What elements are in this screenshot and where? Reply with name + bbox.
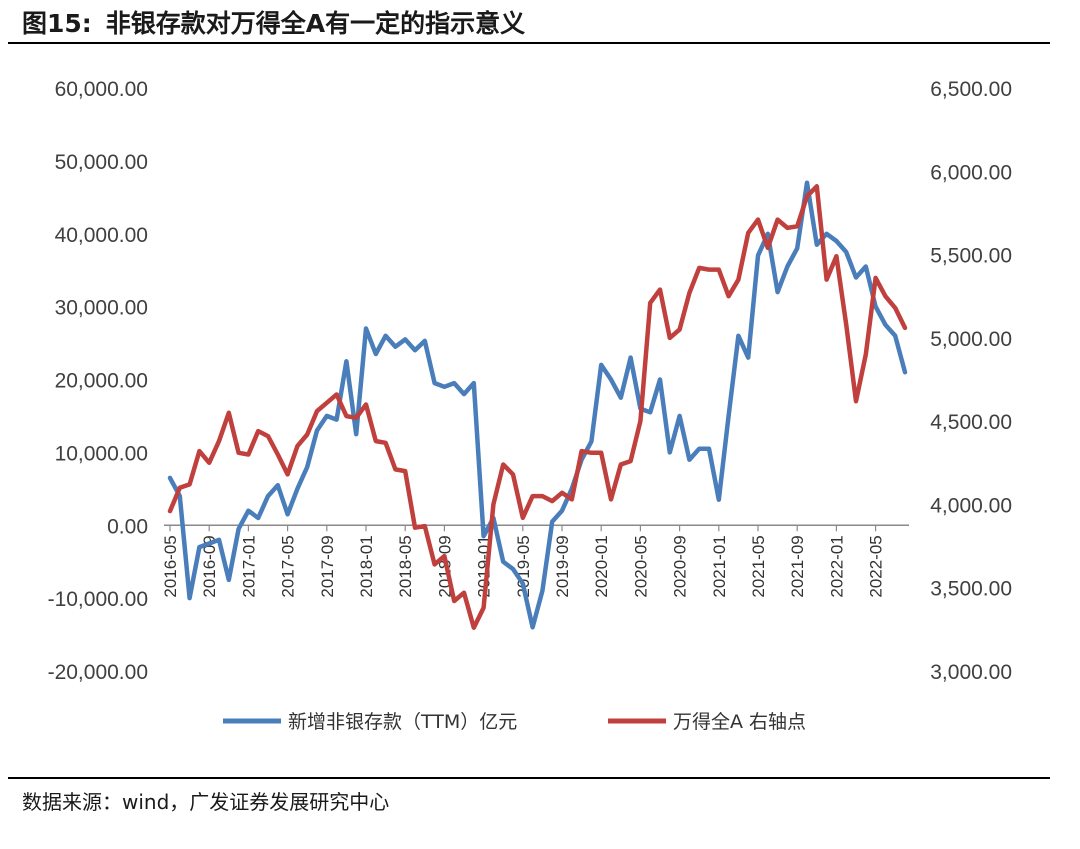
right-axis-ticks: 6,500.00 6,000.00 5,500.00 5,000.00 4,500.00… bbox=[930, 78, 1012, 684]
chart-title: 图15: 非银存款对万得全A有一定的指示意义 bbox=[22, 4, 525, 40]
x-tick-label: 2016-05 bbox=[161, 535, 180, 597]
legend-label: 新增非银存款（TTM）亿元 bbox=[288, 711, 517, 733]
x-axis-labels: 2016-05 2016-09 2017-01 2017-05 2017-09 2018-… bbox=[161, 535, 886, 597]
series-line-nonbank-deposits bbox=[167, 180, 908, 630]
left-tick-label: -20,000.00 bbox=[48, 661, 148, 684]
x-tick-label: 2017-09 bbox=[318, 535, 337, 597]
left-tick-label: -10,000.00 bbox=[48, 588, 148, 611]
series-line-wind-all-a bbox=[167, 184, 908, 630]
x-tick-label: 2020-01 bbox=[592, 535, 611, 597]
right-tick-label: 6,000.00 bbox=[930, 161, 1012, 184]
left-tick-label: 0.00 bbox=[107, 515, 148, 538]
figure-title: 非银存款对万得全A有一定的指示意义 bbox=[105, 9, 526, 38]
left-tick-label: 40,000.00 bbox=[55, 224, 148, 247]
right-tick-label: 6,500.00 bbox=[930, 78, 1012, 101]
x-tick-label: 2020-09 bbox=[671, 535, 690, 597]
x-tick-label: 2016-09 bbox=[200, 535, 219, 597]
right-tick-label: 3,000.00 bbox=[930, 661, 1012, 684]
x-tick-label: 2022-05 bbox=[867, 535, 886, 597]
top-rule bbox=[8, 42, 1050, 44]
left-tick-label: 60,000.00 bbox=[55, 78, 148, 101]
left-tick-label: 10,000.00 bbox=[55, 442, 148, 465]
left-tick-label: 30,000.00 bbox=[55, 297, 148, 320]
x-tick-label: 2021-09 bbox=[788, 535, 807, 597]
x-tick-label: 2017-05 bbox=[279, 535, 298, 597]
x-tick-label: 2020-05 bbox=[631, 535, 650, 597]
right-tick-label: 4,500.00 bbox=[930, 411, 1012, 434]
x-tick-label: 2021-01 bbox=[710, 535, 729, 597]
right-tick-label: 3,500.00 bbox=[930, 578, 1012, 601]
x-tick-label: 2017-01 bbox=[239, 535, 258, 597]
figure-number: 图15: bbox=[22, 9, 92, 38]
x-tick-label: 2019-05 bbox=[514, 535, 533, 597]
x-tick-label: 2019-09 bbox=[553, 535, 572, 597]
legend-label: 万得全A 右轴点 bbox=[673, 711, 806, 733]
left-axis-ticks: 60,000.00 50,000.00 40,000.00 30,000.00 20,0… bbox=[48, 78, 148, 684]
x-tick-label: 2018-01 bbox=[357, 535, 376, 597]
right-tick-label: 5,500.00 bbox=[930, 245, 1012, 268]
source-note: 数据来源：wind，广发证券发展研究中心 bbox=[22, 790, 390, 814]
x-tick-label: 2021-05 bbox=[749, 535, 768, 597]
right-tick-label: 5,000.00 bbox=[930, 328, 1012, 351]
left-tick-label: 50,000.00 bbox=[55, 151, 148, 174]
legend: 新增非银存款（TTM）亿元 万得全A 右轴点 bbox=[223, 711, 806, 733]
left-tick-label: 20,000.00 bbox=[55, 370, 148, 393]
x-axis-tickmarks bbox=[169, 525, 877, 532]
x-tick-label: 2018-05 bbox=[396, 535, 415, 597]
series-lines bbox=[167, 180, 908, 630]
right-tick-label: 4,000.00 bbox=[930, 494, 1012, 517]
x-tick-label: 2022-01 bbox=[827, 535, 846, 597]
bottom-rule bbox=[8, 777, 1050, 779]
